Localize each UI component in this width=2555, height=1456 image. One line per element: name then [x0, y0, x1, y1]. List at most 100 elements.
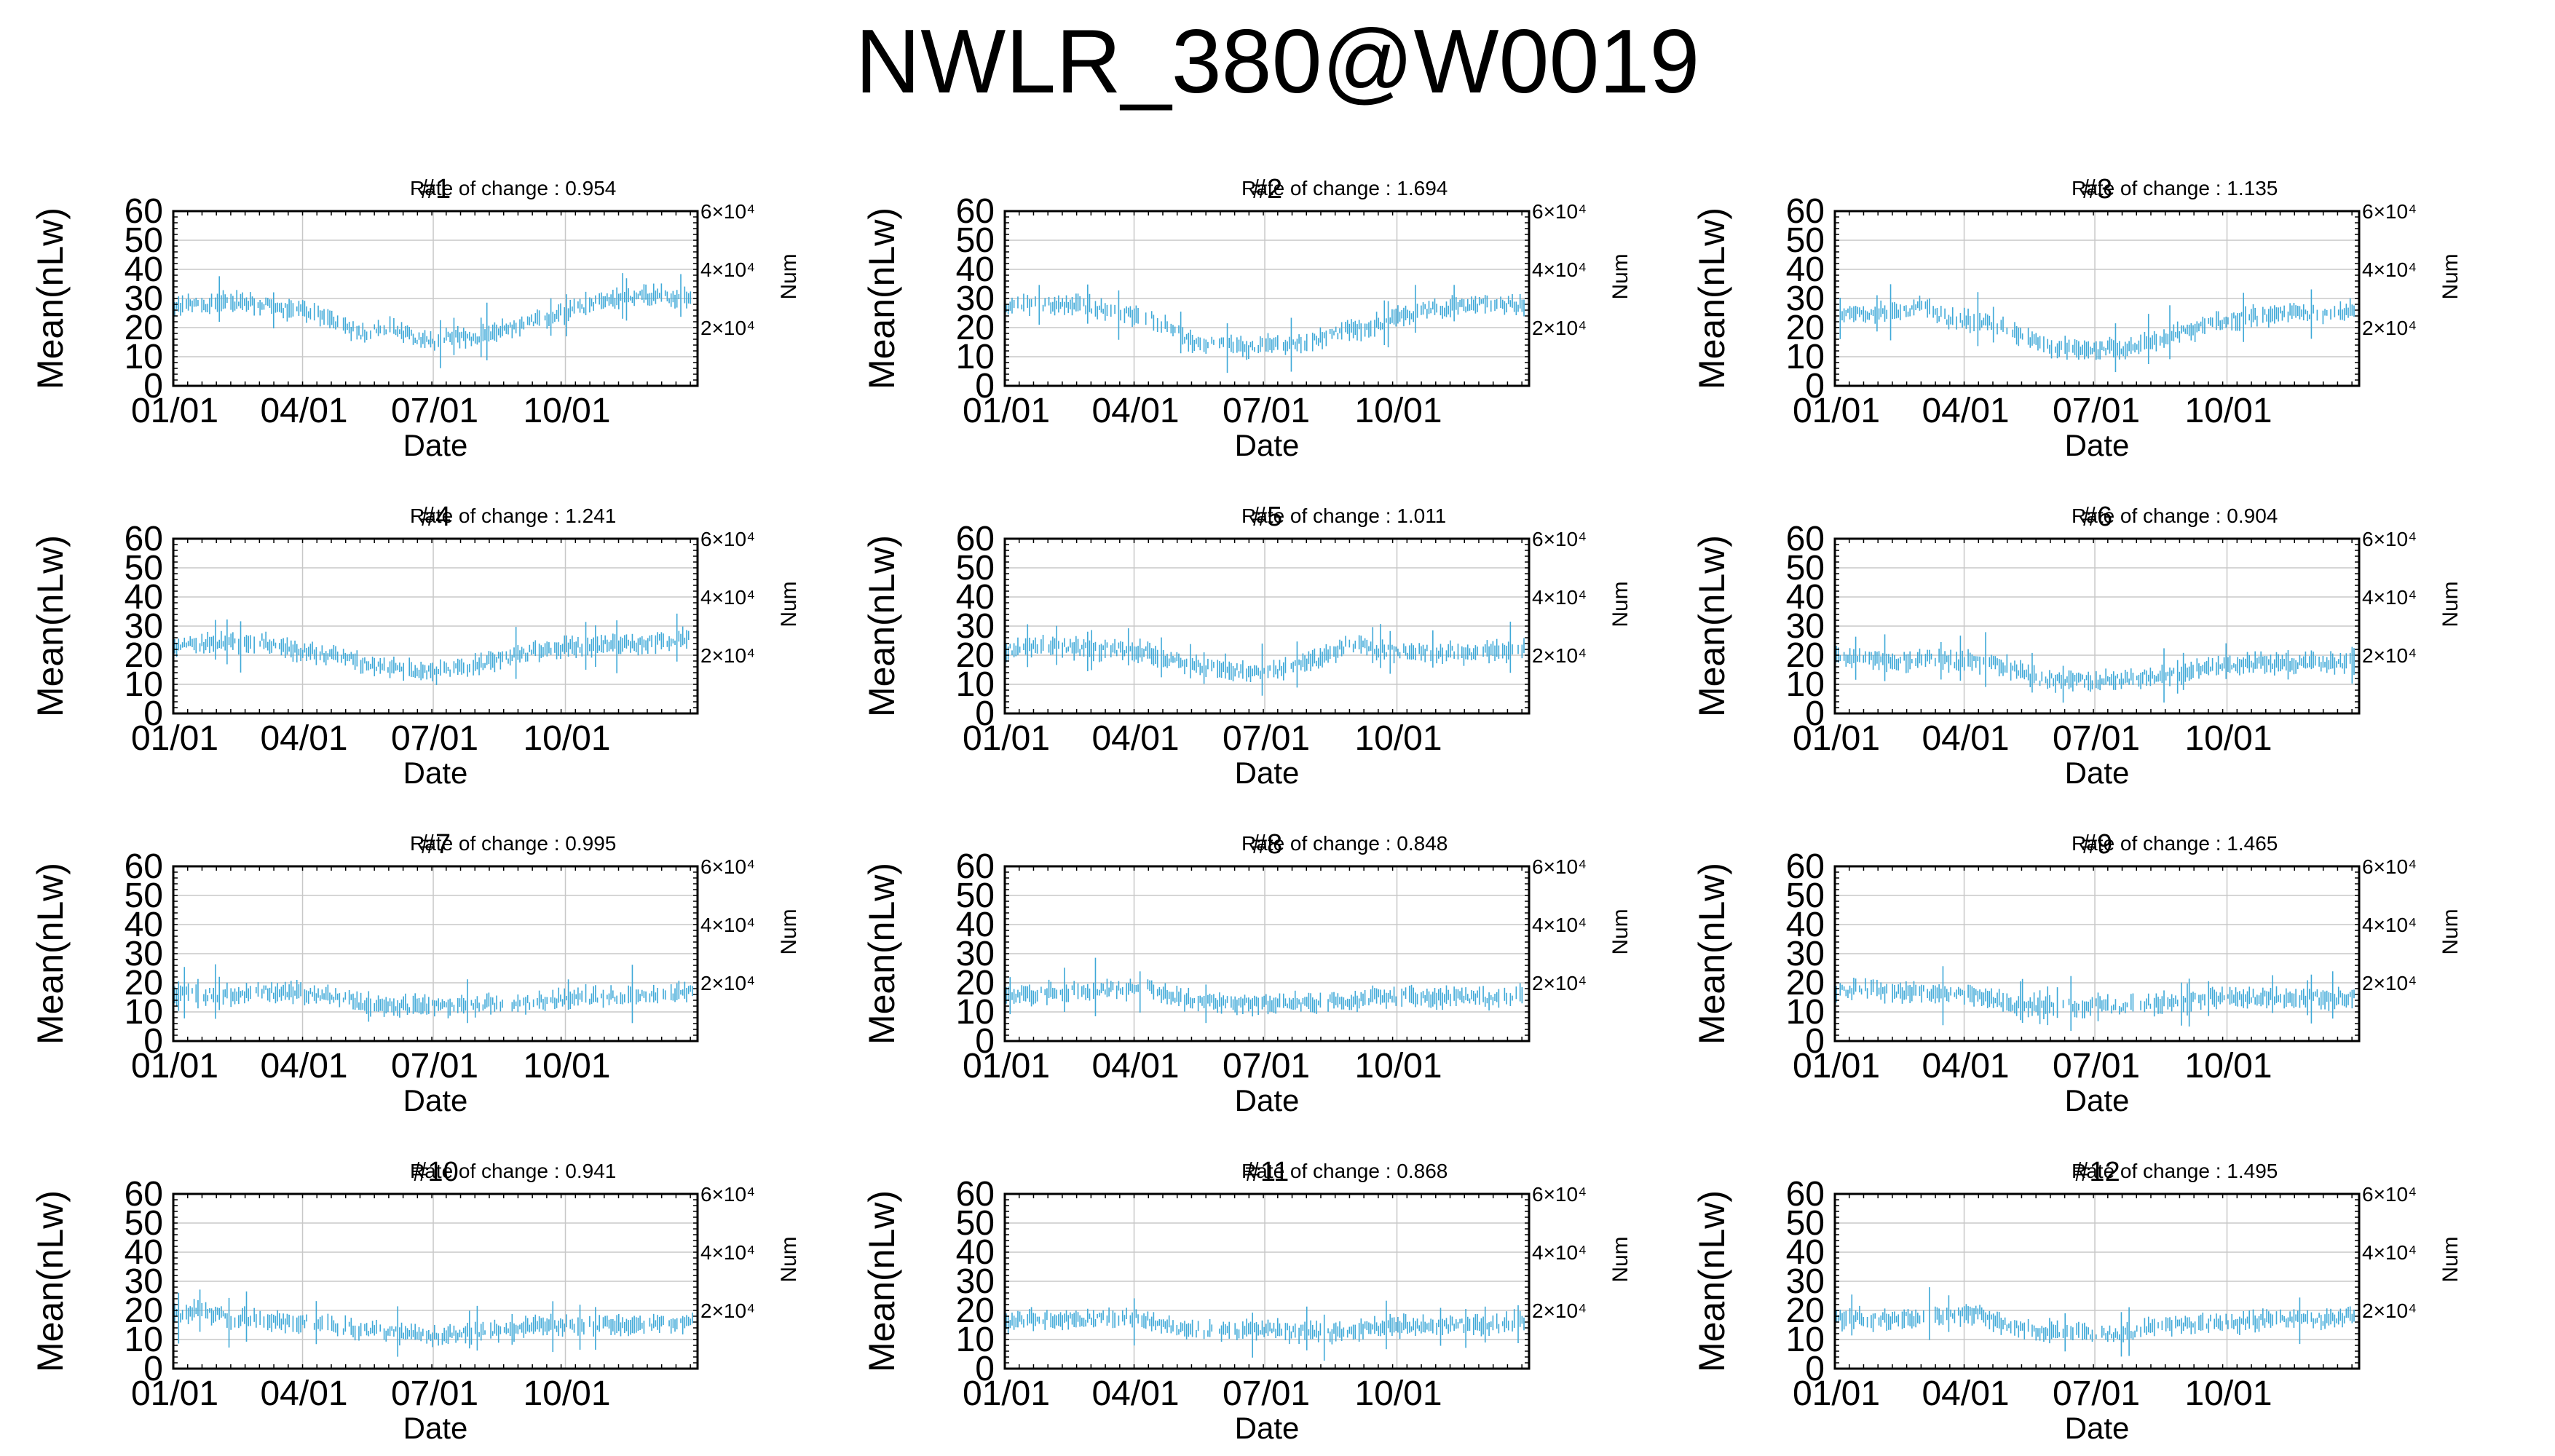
- y2-tick-label: 4×10⁴: [700, 1241, 755, 1264]
- x-axis-label: Date: [403, 1411, 468, 1445]
- x-tick-label: 10/01: [2184, 1374, 2272, 1413]
- panel-12: 0 10 20 30 40 50 60 01/01 04/01 07/01 10/01 2×10⁴ 4×…: [1638, 1128, 2463, 1452]
- y2-tick-label: 6×10⁴: [1532, 855, 1587, 878]
- y-tick-label: 40: [956, 1233, 995, 1272]
- y2-axis-label: Num: [1608, 581, 1632, 627]
- y2-tick-label: 6×10⁴: [1532, 1183, 1587, 1206]
- x-axis-label: Date: [2065, 756, 2130, 790]
- rate-of-change: Rate of change : 0.954: [410, 177, 616, 199]
- x-axis-label: Date: [403, 756, 468, 790]
- y-tick-label: 30: [125, 607, 163, 646]
- x-tick-label: 07/01: [391, 719, 478, 758]
- y-tick-label: 0: [1805, 367, 1825, 405]
- y-tick-label: 50: [1786, 221, 1825, 260]
- panel-title: #4: [420, 502, 451, 532]
- y2-tick-label: 2×10⁴: [1532, 972, 1587, 994]
- y2-axis-label: Num: [777, 909, 801, 954]
- x-tick-label: 01/01: [1793, 1374, 1880, 1413]
- x-tick-label: 04/01: [1922, 392, 2009, 430]
- x-tick-label: 01/01: [131, 1047, 218, 1085]
- y-tick-label: 40: [1786, 906, 1825, 944]
- rate-of-change-label: Rate of change :: [2072, 505, 2227, 527]
- y2-tick-label: 4×10⁴: [700, 914, 755, 936]
- panel-2: 0 10 20 30 40 50 60 01/01 04/01 07/01 10/01 2×10⁴ 4×…: [808, 146, 1632, 470]
- x-tick-label: 04/01: [1091, 1047, 1179, 1085]
- y2-axis-label: Num: [1608, 909, 1632, 954]
- y2-axis-label: Num: [777, 581, 801, 627]
- y-tick-label: 50: [125, 221, 163, 260]
- rate-of-change: Rate of change : 0.904: [2072, 505, 2278, 527]
- x-axis-label: Date: [403, 1083, 468, 1117]
- y-tick-label: 50: [1786, 877, 1825, 915]
- x-tick-label: 04/01: [1922, 719, 2009, 758]
- y2-tick-label: 6×10⁴: [1532, 528, 1587, 550]
- rate-of-change-label: Rate of change :: [1241, 505, 1397, 527]
- panel-5: 0 10 20 30 40 50 60 01/01 04/01 07/01 10/01 2×10⁴ 4×…: [808, 473, 1632, 797]
- y2-tick-label: 2×10⁴: [1532, 1299, 1587, 1322]
- y2-tick-label: 4×10⁴: [700, 258, 755, 281]
- rate-of-change-label: Rate of change :: [1241, 1160, 1397, 1182]
- x-tick-label: 10/01: [523, 1374, 610, 1413]
- y2-tick-label: 6×10⁴: [2362, 528, 2417, 550]
- rate-of-change-label: Rate of change :: [410, 177, 565, 199]
- y-tick-label: 60: [125, 847, 163, 886]
- panel-title: #1: [420, 174, 451, 205]
- y-tick-label: 10: [125, 338, 163, 376]
- y-tick-label: 30: [956, 935, 995, 973]
- y-tick-label: 50: [125, 1204, 163, 1243]
- y-tick-label: 50: [1786, 1204, 1825, 1243]
- x-tick-label: 07/01: [391, 1374, 478, 1413]
- rate-of-change-label: Rate of change :: [2072, 832, 2227, 855]
- y-tick-label: 50: [956, 877, 995, 915]
- y-tick-label: 60: [956, 192, 995, 231]
- rate-of-change-label: Rate of change :: [2072, 1160, 2227, 1182]
- rate-of-change-value: 1.241: [565, 505, 616, 527]
- y-tick-label: 30: [956, 607, 995, 646]
- y2-tick-label: 4×10⁴: [1532, 258, 1587, 281]
- panel-10: 0 10 20 30 40 50 60 01/01 04/01 07/01 10/01 2×10⁴ 4×…: [0, 1128, 801, 1452]
- y2-tick-label: 4×10⁴: [1532, 586, 1587, 609]
- y2-axis-label: Num: [777, 253, 801, 299]
- y-axis-label: Mean(nLw): [30, 207, 71, 389]
- y-tick-label: 20: [956, 1291, 995, 1330]
- y-tick-label: 0: [143, 367, 163, 405]
- y-tick-label: 40: [125, 1233, 163, 1272]
- y-axis-label: Mean(nLw): [1691, 535, 1732, 717]
- y2-tick-label: 4×10⁴: [2362, 914, 2417, 936]
- y-tick-label: 40: [956, 250, 995, 289]
- y-axis-label: Mean(nLw): [861, 1190, 902, 1372]
- rate-of-change-label: Rate of change :: [410, 832, 565, 855]
- y-tick-label: 50: [1786, 549, 1825, 587]
- panel-title: #8: [1252, 829, 1282, 860]
- panel-3: 0 10 20 30 40 50 60 01/01 04/01 07/01 10/01 2×10⁴ 4×…: [1638, 146, 2463, 470]
- y2-tick-label: 6×10⁴: [700, 855, 755, 878]
- rate-of-change-value: 0.995: [565, 832, 616, 855]
- y-tick-label: 0: [975, 367, 995, 405]
- x-tick-label: 07/01: [2053, 1374, 2140, 1413]
- y-tick-label: 40: [125, 250, 163, 289]
- rate-of-change-value: 1.694: [1397, 177, 1448, 199]
- rate-of-change-value: 1.135: [2227, 177, 2278, 199]
- y-tick-label: 0: [975, 1350, 995, 1388]
- panel-title: #5: [1252, 502, 1282, 532]
- y2-tick-label: 2×10⁴: [2362, 644, 2417, 667]
- y-tick-label: 20: [125, 636, 163, 675]
- y-tick-label: 0: [143, 695, 163, 733]
- y2-tick-label: 2×10⁴: [2362, 1299, 2417, 1322]
- y-tick-label: 60: [1786, 1175, 1825, 1214]
- y2-tick-label: 2×10⁴: [2362, 317, 2417, 339]
- rate-of-change-label: Rate of change :: [410, 1160, 565, 1182]
- x-tick-label: 01/01: [1793, 719, 1880, 758]
- x-tick-label: 04/01: [260, 392, 347, 430]
